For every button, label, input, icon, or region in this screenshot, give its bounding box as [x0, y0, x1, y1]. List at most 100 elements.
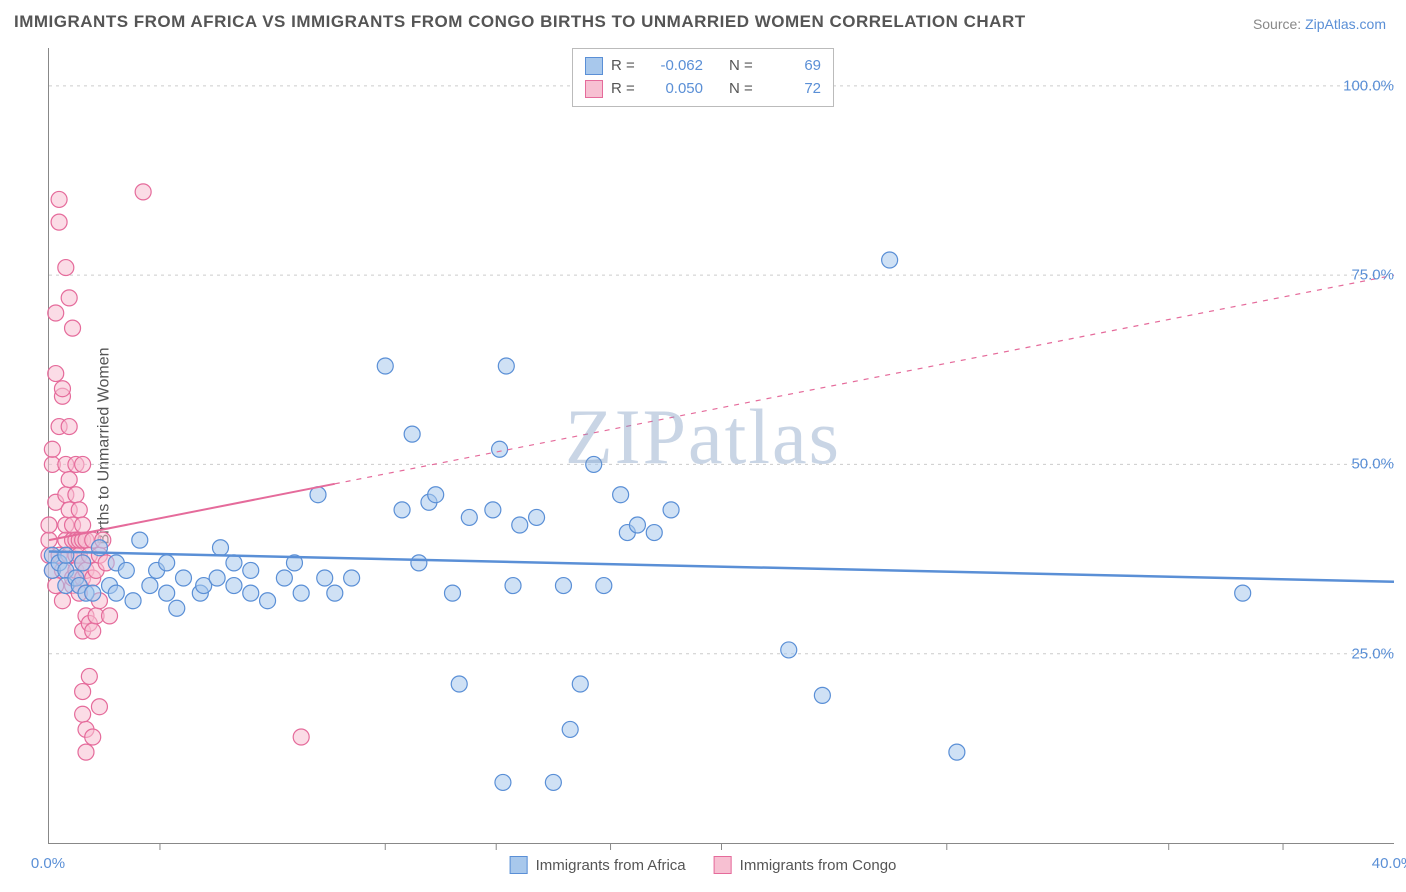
data-point: [377, 358, 393, 374]
legend-row-series-1: R = 0.050 N = 72: [585, 78, 821, 101]
data-point: [91, 699, 107, 715]
legend-row-series-0: R = -0.062 N = 69: [585, 55, 821, 78]
data-point: [51, 214, 67, 230]
legend-item-0: Immigrants from Africa: [510, 856, 686, 874]
data-point: [646, 525, 662, 541]
legend-correlation: R = -0.062 N = 69 R = 0.050 N = 72: [572, 48, 834, 107]
data-point: [451, 676, 467, 692]
legend-label-1: Immigrants from Congo: [740, 857, 897, 874]
data-point: [68, 487, 84, 503]
data-point: [586, 456, 602, 472]
data-point: [71, 502, 87, 518]
legend-swatch-series-0: [585, 57, 603, 75]
data-point: [495, 774, 511, 790]
plot-area: [48, 48, 1394, 844]
data-point: [176, 570, 192, 586]
data-point: [394, 502, 410, 518]
data-point: [85, 729, 101, 745]
data-point: [404, 426, 420, 442]
data-point: [555, 578, 571, 594]
data-point: [108, 585, 124, 601]
y-tick-label: 25.0%: [1351, 645, 1394, 662]
legend-n-value-0: 69: [765, 55, 821, 78]
source-prefix: Source:: [1253, 16, 1305, 32]
data-point: [411, 555, 427, 571]
data-point: [293, 585, 309, 601]
data-point: [159, 585, 175, 601]
data-point: [61, 290, 77, 306]
data-point: [48, 305, 64, 321]
data-point: [212, 540, 228, 556]
data-point: [135, 184, 151, 200]
data-point: [663, 502, 679, 518]
data-point: [882, 252, 898, 268]
data-point: [260, 593, 276, 609]
data-point: [169, 600, 185, 616]
legend-n-label: N =: [729, 55, 757, 78]
data-point: [58, 260, 74, 276]
source-link[interactable]: ZipAtlas.com: [1305, 16, 1386, 32]
data-point: [327, 585, 343, 601]
data-point: [505, 578, 521, 594]
y-tick-label: 50.0%: [1351, 456, 1394, 473]
data-point: [51, 191, 67, 207]
data-point: [75, 684, 91, 700]
data-point: [814, 687, 830, 703]
data-point: [142, 578, 158, 594]
data-point: [1235, 585, 1251, 601]
data-point: [781, 642, 797, 658]
source-attribution: Source: ZipAtlas.com: [1253, 16, 1386, 32]
legend-n-value-1: 72: [765, 78, 821, 101]
data-point: [276, 570, 292, 586]
data-point: [344, 570, 360, 586]
data-point: [159, 555, 175, 571]
data-point: [41, 517, 57, 533]
data-point: [317, 570, 333, 586]
legend-r-value-1: 0.050: [647, 78, 703, 101]
data-point: [48, 366, 64, 382]
data-point: [293, 729, 309, 745]
data-point: [58, 547, 74, 563]
data-point: [629, 517, 645, 533]
data-point: [243, 585, 259, 601]
data-point: [949, 744, 965, 760]
data-point: [498, 358, 514, 374]
y-tick-label: 100.0%: [1343, 77, 1394, 94]
data-point: [61, 472, 77, 488]
data-point: [61, 419, 77, 435]
data-point: [572, 676, 588, 692]
data-point: [226, 555, 242, 571]
data-point: [81, 668, 97, 684]
data-point: [85, 585, 101, 601]
data-point: [243, 562, 259, 578]
data-point: [226, 578, 242, 594]
legend-r-label: R =: [611, 78, 639, 101]
x-tick-label: 40.0%: [1372, 855, 1406, 872]
data-point: [562, 721, 578, 737]
data-point: [85, 623, 101, 639]
legend-swatch-1: [714, 856, 732, 874]
data-point: [75, 706, 91, 722]
data-point: [75, 456, 91, 472]
data-point: [75, 517, 91, 533]
data-point: [428, 487, 444, 503]
legend-series: Immigrants from Africa Immigrants from C…: [510, 856, 897, 874]
data-point: [75, 555, 91, 571]
data-point: [209, 570, 225, 586]
legend-swatch-0: [510, 856, 528, 874]
data-point: [461, 509, 477, 525]
data-point: [65, 320, 81, 336]
data-point: [102, 608, 118, 624]
data-point: [118, 562, 134, 578]
data-point: [132, 532, 148, 548]
legend-label-0: Immigrants from Africa: [536, 857, 686, 874]
legend-r-label: R =: [611, 55, 639, 78]
data-point: [125, 593, 141, 609]
legend-item-1: Immigrants from Congo: [714, 856, 897, 874]
data-point: [78, 744, 94, 760]
data-point: [44, 441, 60, 457]
data-point: [485, 502, 501, 518]
legend-r-value-0: -0.062: [647, 55, 703, 78]
chart-title: IMMIGRANTS FROM AFRICA VS IMMIGRANTS FRO…: [14, 12, 1026, 32]
chart-svg: [49, 48, 1394, 843]
